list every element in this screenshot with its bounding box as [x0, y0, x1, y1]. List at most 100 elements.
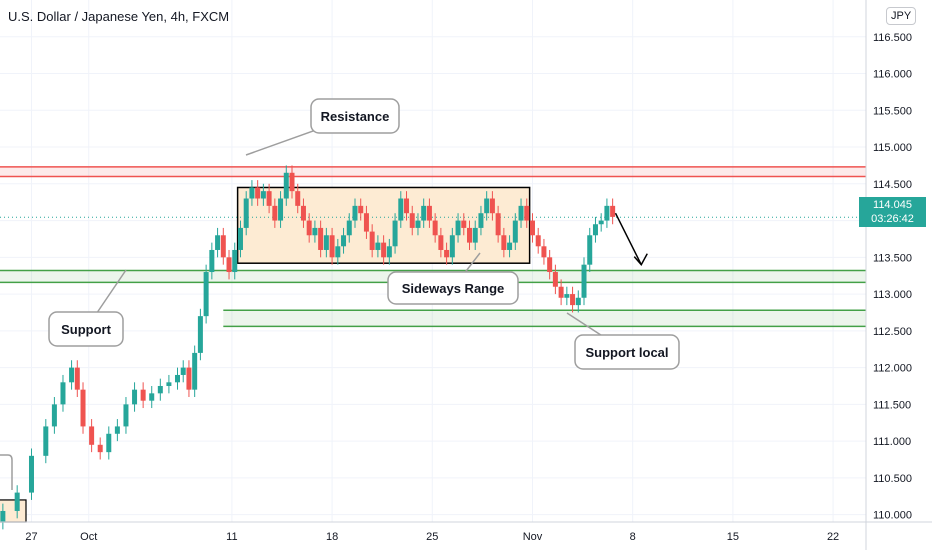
candles[interactable] — [0, 165, 616, 530]
candle-body[interactable] — [140, 389, 146, 401]
candle-body[interactable] — [335, 246, 341, 258]
candle-body[interactable] — [478, 213, 484, 228]
candle-body[interactable] — [278, 198, 284, 221]
candle-body[interactable] — [346, 220, 352, 236]
candle-body[interactable] — [575, 297, 581, 306]
candle-body[interactable] — [69, 367, 75, 383]
candle-body[interactable] — [0, 510, 6, 522]
sideways-callout-bubble[interactable] — [387, 271, 519, 305]
candle-body[interactable] — [249, 187, 255, 199]
candle-body[interactable] — [507, 242, 513, 250]
candle-body[interactable] — [432, 220, 438, 236]
candle-body[interactable] — [461, 220, 467, 228]
candle-body[interactable] — [106, 433, 112, 453]
candle-body[interactable] — [484, 198, 490, 214]
candle-body[interactable] — [592, 224, 598, 236]
candle-body[interactable] — [409, 213, 415, 228]
candle-body[interactable] — [306, 220, 312, 236]
candle-body[interactable] — [266, 191, 272, 206]
candle-body[interactable] — [392, 220, 398, 247]
candle-body[interactable] — [232, 249, 238, 273]
candle-body[interactable] — [166, 382, 172, 386]
candle-body[interactable] — [518, 205, 524, 221]
callouts[interactable]: Resistance Support Sideways Range Support l… — [0, 98, 680, 490]
candle-body[interactable] — [386, 246, 392, 258]
candle-body[interactable] — [209, 249, 215, 273]
candle-body[interactable] — [74, 367, 80, 390]
candle-body[interactable] — [455, 220, 461, 236]
candle-body[interactable] — [132, 389, 138, 405]
candle-body[interactable] — [180, 367, 186, 375]
candle-body[interactable] — [192, 352, 198, 390]
candle-body[interactable] — [581, 264, 587, 298]
candle-body[interactable] — [123, 404, 129, 427]
candle-body[interactable] — [237, 227, 243, 250]
candle-body[interactable] — [398, 198, 404, 221]
candle-body[interactable] — [312, 227, 318, 236]
candle-body[interactable] — [186, 367, 192, 390]
candle-body[interactable] — [97, 444, 103, 453]
candle-body[interactable] — [375, 242, 381, 250]
candle-body[interactable] — [449, 235, 455, 258]
candle-body[interactable] — [300, 205, 306, 221]
candle-body[interactable] — [381, 242, 387, 258]
candle-body[interactable] — [564, 294, 570, 298]
candle-body[interactable] — [558, 286, 564, 298]
candle-body[interactable] — [472, 227, 478, 243]
resistance-callout[interactable]: Resistance — [245, 98, 400, 156]
candle-body[interactable] — [598, 220, 604, 225]
candle-body[interactable] — [283, 172, 289, 199]
candle-body[interactable] — [215, 235, 221, 250]
candle-body[interactable] — [529, 220, 535, 236]
support-callout-bubble[interactable] — [48, 311, 124, 347]
candle-body[interactable] — [421, 205, 427, 221]
candle-body[interactable] — [28, 455, 34, 493]
candle-body[interactable] — [80, 389, 86, 427]
candle-body[interactable] — [501, 235, 507, 250]
candle-body[interactable] — [489, 198, 495, 214]
candle-body[interactable] — [14, 492, 20, 511]
candle-body[interactable] — [415, 220, 421, 228]
candle-body[interactable] — [318, 227, 324, 250]
candle-body[interactable] — [404, 198, 410, 214]
candle-body[interactable] — [295, 191, 301, 206]
candle-body[interactable] — [243, 198, 249, 228]
candle-body[interactable] — [114, 426, 120, 434]
candle-body[interactable] — [329, 235, 335, 258]
support-local-callout-bubble[interactable] — [574, 334, 680, 370]
candle-body[interactable] — [610, 205, 616, 217]
candle-body[interactable] — [604, 205, 610, 221]
candle-body[interactable] — [444, 249, 450, 258]
candle-body[interactable] — [495, 213, 501, 236]
candle-body[interactable] — [467, 227, 473, 243]
candle-body[interactable] — [203, 272, 209, 317]
candle-body[interactable] — [438, 235, 444, 250]
candle-body[interactable] — [289, 172, 295, 192]
candle-body[interactable] — [174, 374, 180, 383]
candle-body[interactable] — [570, 294, 576, 306]
candle-body[interactable] — [587, 235, 593, 265]
candle-body[interactable] — [226, 257, 232, 273]
support-local-callout[interactable]: Support local — [566, 312, 680, 370]
candle-body[interactable] — [369, 231, 375, 250]
candle-body[interactable] — [323, 235, 329, 250]
candle-body[interactable] — [363, 213, 369, 232]
candle-body[interactable] — [260, 191, 266, 199]
resistance-callout-bubble[interactable] — [310, 98, 400, 134]
candle-body[interactable] — [524, 205, 530, 221]
candle-body[interactable] — [60, 382, 66, 405]
sideways-callout[interactable]: Sideways Range — [387, 252, 519, 305]
candle-body[interactable] — [51, 404, 57, 427]
candle-body[interactable] — [541, 246, 547, 258]
candle-body[interactable] — [89, 426, 95, 445]
support-callout[interactable]: Support — [48, 269, 127, 347]
candle-body[interactable] — [535, 235, 541, 247]
candle-body[interactable] — [352, 205, 358, 221]
candle-body[interactable] — [341, 235, 347, 247]
candle-body[interactable] — [197, 316, 203, 353]
candle-body[interactable] — [426, 205, 432, 221]
candle-body[interactable] — [255, 187, 261, 199]
candle-body[interactable] — [43, 426, 49, 456]
candle-body[interactable] — [220, 235, 226, 258]
